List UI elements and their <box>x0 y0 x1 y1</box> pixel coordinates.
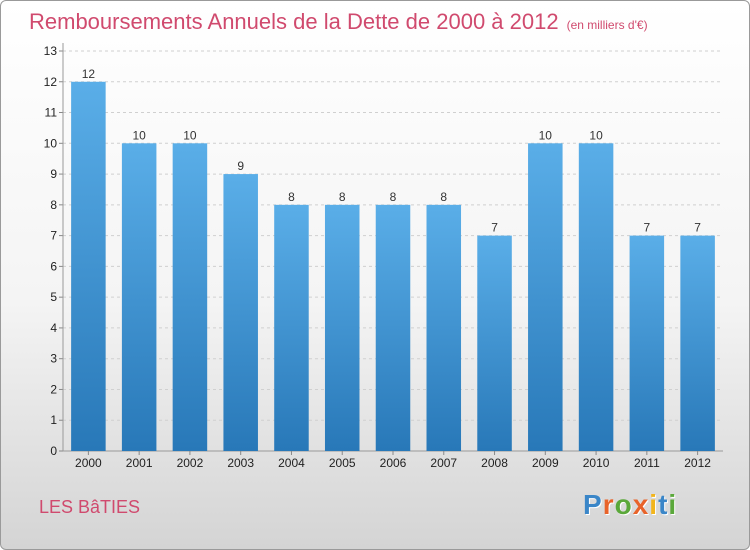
bar <box>223 174 258 452</box>
x-tick-label: 2002 <box>177 456 204 470</box>
y-tick-label: 12 <box>44 75 58 89</box>
y-tick-label: 8 <box>50 198 57 212</box>
y-tick-label: 0 <box>50 444 57 458</box>
commune-name: LES BâTIES <box>39 497 141 517</box>
bar-value-label: 10 <box>589 128 603 142</box>
logo-letter: o <box>614 489 633 520</box>
logo-letter: i <box>668 489 678 520</box>
bar-value-label: 10 <box>539 128 553 142</box>
x-tick-label: 2010 <box>583 456 610 470</box>
labels: 12 2000 10 2001 10 2002 9 2003 8 2004 8 2005 8 2006 8 2… <box>75 67 711 470</box>
y-tick-label: 7 <box>50 229 57 243</box>
y-tick-label: 3 <box>50 352 57 366</box>
x-tick-label: 2001 <box>126 456 153 470</box>
y-tick-label: 9 <box>50 167 57 181</box>
x-tick-label: 2012 <box>684 456 711 470</box>
bar <box>121 143 157 452</box>
bar-value-label: 8 <box>440 190 447 204</box>
x-tick-label: 2000 <box>75 456 102 470</box>
bars <box>71 81 715 452</box>
bar-value-label: 10 <box>183 128 197 142</box>
x-tick-label: 2006 <box>380 456 407 470</box>
bar <box>680 235 715 451</box>
bar <box>426 204 462 451</box>
bar <box>477 235 512 451</box>
y-tick-label: 5 <box>50 290 57 304</box>
bar <box>375 204 411 451</box>
x-tick-label: 2003 <box>227 456 254 470</box>
bar-value-label: 8 <box>390 190 397 204</box>
bar <box>528 143 563 452</box>
bar-value-label: 7 <box>644 221 651 235</box>
y-tick-label: 11 <box>45 106 58 120</box>
bar <box>71 81 106 452</box>
bar-value-label: 9 <box>237 159 244 173</box>
logo-letter: t <box>658 489 669 520</box>
x-tick-label: 2008 <box>481 456 508 470</box>
proxiti-logo: Proxiti <box>583 489 677 521</box>
bar <box>274 204 309 451</box>
y-tick-label: 4 <box>50 321 57 335</box>
x-tick-label: 2005 <box>329 456 356 470</box>
chart-unit-label: (en milliers d'€) <box>566 18 648 32</box>
y-tick-label: 1 <box>50 413 57 427</box>
x-tick-label: 2004 <box>278 456 305 470</box>
x-tick-label: 2007 <box>430 456 457 470</box>
y-tick-label: 2 <box>50 382 57 396</box>
logo-letter: i <box>649 489 659 520</box>
logo-letter: r <box>602 489 615 520</box>
bar-value-label: 8 <box>339 190 346 204</box>
x-tick-label: 2011 <box>634 456 660 470</box>
bar-value-label: 7 <box>491 221 498 235</box>
bar <box>578 143 614 452</box>
bar-value-label: 8 <box>288 190 295 204</box>
x-tick-label: 2009 <box>532 456 559 470</box>
y-tick-label: 6 <box>50 259 57 273</box>
logo-letter: x <box>632 489 650 520</box>
y-tick-label: 13 <box>44 44 58 58</box>
bar-value-label: 12 <box>82 67 96 81</box>
bar <box>172 143 208 452</box>
chart-title-text: Remboursements Annuels de la Dette de 20… <box>29 9 559 34</box>
bar-value-label: 10 <box>132 128 146 142</box>
bar-value-label: 7 <box>694 221 701 235</box>
logo-letter: P <box>583 489 603 520</box>
bar <box>324 204 360 451</box>
chart-title: Remboursements Annuels de la Dette de 20… <box>29 9 648 35</box>
y-tick-label: 10 <box>44 136 58 150</box>
bar <box>629 235 665 451</box>
